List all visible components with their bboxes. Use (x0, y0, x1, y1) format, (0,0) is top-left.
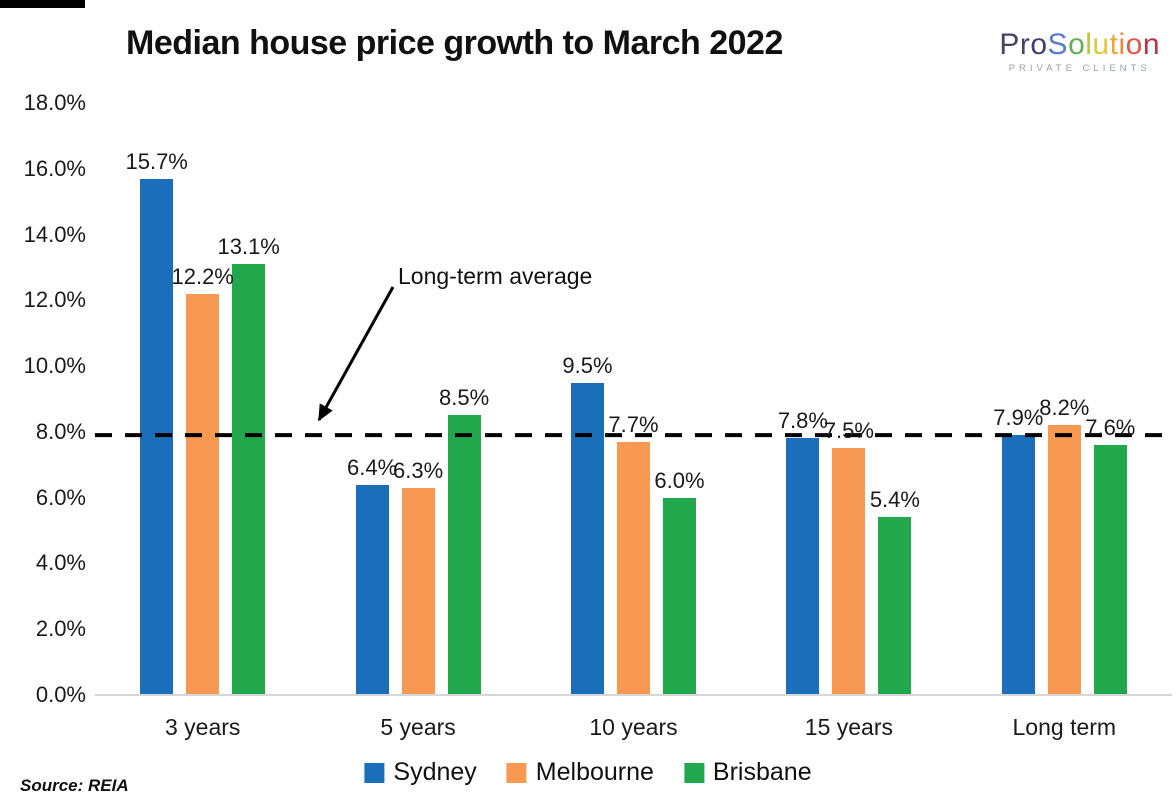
y-tick-label: 8.0% (35, 418, 86, 444)
logo-subtext: PRIVATE CLIENTS (1008, 63, 1151, 74)
bar-brisbane-10-years (663, 497, 696, 694)
logo-letter: o (1030, 28, 1048, 61)
logo-letter: i (1118, 28, 1126, 61)
bar-brisbane-5-years (447, 415, 481, 694)
legend-item-brisbane: Brisbane (683, 758, 812, 787)
top-left-artifact (0, 0, 85, 8)
bar-value-label: 6.3% (393, 457, 444, 483)
bar-value-label: 13.1% (217, 234, 280, 260)
logo-letter: o (1068, 28, 1086, 61)
bar-melbourne-long-term (1047, 425, 1081, 694)
bar-value-label: 6.4% (347, 454, 398, 480)
bar-sydney-15-years (786, 438, 820, 694)
bar-value-label: 7.8% (777, 408, 828, 434)
bar-melbourne-5-years (401, 487, 435, 694)
legend-label: Brisbane (712, 758, 812, 786)
bar-value-label: 7.7% (608, 411, 659, 437)
bar-value-label: 8.5% (439, 385, 490, 411)
prosolution-logo: ProSolution PRIVATE CLIENTS (999, 28, 1160, 74)
logo-letter: o (1125, 28, 1143, 61)
bar-brisbane-3-years (232, 264, 266, 694)
legend-item-sydney: Sydney (364, 758, 477, 787)
x-tick-10-years: 10 years (589, 714, 678, 740)
logo-letter: n (1142, 28, 1160, 61)
chart-title: Median house price growth to March 2022 (126, 24, 783, 62)
x-tick-5-years: 5 years (380, 714, 456, 740)
y-tick-label: 16.0% (23, 155, 86, 181)
legend-label: Melbourne (535, 758, 654, 786)
y-tick-label: 14.0% (23, 221, 86, 247)
y-tick-label: 12.0% (23, 287, 86, 313)
y-tick-label: 6.0% (35, 484, 86, 510)
bar-melbourne-15-years (832, 448, 866, 694)
logo-letter: u (1092, 28, 1110, 61)
logo-letter: r (1019, 28, 1031, 61)
x-tick-3-years: 3 years (164, 714, 241, 740)
legend-item-melbourne: Melbourne (506, 758, 654, 787)
bar-melbourne-10-years (617, 441, 650, 694)
bar-sydney-long-term (1001, 435, 1035, 694)
logo-letter: P (999, 28, 1020, 61)
x-tick-15-years: 15 years (804, 714, 893, 740)
legend-label: Sydney (393, 758, 477, 786)
logo-wordmark: ProSolution (999, 28, 1160, 62)
bar-brisbane-15-years (878, 517, 912, 694)
legend-swatch-melbourne (506, 762, 527, 783)
legend: Sydney Melbourne Brisbane (364, 758, 812, 787)
bar-value-label: 9.5% (562, 352, 613, 378)
legend-swatch-brisbane (683, 762, 704, 783)
logo-letter: t (1109, 28, 1119, 61)
bar-value-label: 5.4% (869, 487, 920, 513)
logo-letter: S (1047, 28, 1069, 61)
bar-value-label: 15.7% (125, 148, 188, 174)
bar-sydney-3-years (140, 178, 174, 694)
annotation-arrow (317, 286, 395, 422)
bar-value-label: 7.5% (823, 418, 874, 444)
annotation-label: Long-term average (398, 263, 593, 289)
bar-sydney-5-years (355, 484, 389, 694)
legend-swatch-sydney (364, 762, 385, 783)
y-tick-label: 0.0% (35, 682, 86, 707)
x-tick-long-term: Long term (1012, 714, 1117, 740)
y-tick-label: 10.0% (23, 353, 86, 379)
bar-value-label: 7.9% (993, 405, 1044, 431)
x-axis-line (95, 694, 1172, 696)
bar-melbourne-3-years (186, 293, 220, 694)
bar-value-label: 8.2% (1039, 395, 1090, 421)
y-tick-label: 2.0% (35, 616, 86, 642)
bar-brisbane-long-term (1093, 445, 1127, 694)
bar-value-label: 12.2% (171, 263, 234, 289)
logo-letter: l (1085, 28, 1093, 61)
y-tick-label: 18.0% (23, 90, 86, 115)
bar-value-label: 6.0% (654, 467, 705, 493)
source-note: Source: REIA (20, 776, 129, 795)
bar-value-label: 7.6% (1085, 415, 1136, 441)
y-tick-label: 4.0% (35, 550, 86, 576)
